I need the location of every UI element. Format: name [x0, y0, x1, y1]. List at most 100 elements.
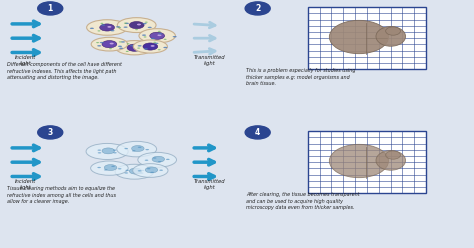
Ellipse shape	[145, 167, 158, 173]
Ellipse shape	[111, 166, 115, 167]
Ellipse shape	[139, 29, 175, 43]
Ellipse shape	[119, 48, 123, 49]
Ellipse shape	[142, 34, 146, 36]
Ellipse shape	[104, 169, 108, 171]
Circle shape	[245, 2, 270, 15]
Ellipse shape	[100, 42, 104, 43]
Ellipse shape	[166, 159, 170, 160]
Ellipse shape	[127, 43, 129, 44]
Ellipse shape	[124, 148, 128, 149]
Ellipse shape	[143, 23, 146, 24]
Ellipse shape	[158, 49, 161, 50]
Ellipse shape	[157, 34, 162, 36]
Ellipse shape	[101, 24, 105, 26]
Circle shape	[38, 2, 63, 15]
Ellipse shape	[98, 150, 101, 151]
Text: This is a problem especially for studies using
thicker samples e.g: model organi: This is a problem especially for studies…	[246, 68, 356, 86]
Ellipse shape	[118, 27, 121, 28]
Ellipse shape	[132, 146, 144, 152]
Ellipse shape	[145, 48, 148, 49]
Ellipse shape	[118, 18, 156, 32]
Ellipse shape	[133, 40, 167, 53]
Ellipse shape	[116, 41, 153, 55]
Ellipse shape	[113, 152, 117, 154]
Ellipse shape	[138, 170, 141, 171]
Ellipse shape	[376, 151, 406, 170]
Text: Transmitted
light: Transmitted light	[194, 55, 225, 66]
Ellipse shape	[125, 172, 128, 174]
Ellipse shape	[91, 37, 128, 51]
Text: 3: 3	[47, 128, 53, 137]
Ellipse shape	[117, 141, 156, 157]
Ellipse shape	[118, 168, 121, 169]
Ellipse shape	[151, 45, 155, 47]
Ellipse shape	[329, 20, 389, 54]
Ellipse shape	[116, 26, 120, 28]
Ellipse shape	[119, 41, 122, 42]
Ellipse shape	[110, 30, 115, 31]
Ellipse shape	[151, 38, 155, 39]
Ellipse shape	[376, 27, 406, 46]
Ellipse shape	[121, 41, 125, 43]
Ellipse shape	[135, 29, 138, 30]
Text: Incident
light: Incident light	[15, 55, 36, 66]
Ellipse shape	[144, 48, 148, 50]
Ellipse shape	[104, 165, 117, 171]
Ellipse shape	[125, 170, 129, 171]
Ellipse shape	[386, 27, 401, 35]
Ellipse shape	[109, 43, 114, 44]
Ellipse shape	[97, 45, 101, 47]
Ellipse shape	[150, 172, 154, 173]
Ellipse shape	[129, 168, 142, 174]
Ellipse shape	[133, 164, 168, 177]
Ellipse shape	[91, 161, 128, 175]
Text: Tissue clearing methods aim to equalize the
refractive index among all the cells: Tissue clearing methods aim to equalize …	[7, 186, 116, 204]
Ellipse shape	[113, 150, 117, 151]
Ellipse shape	[86, 143, 128, 159]
Ellipse shape	[153, 42, 156, 43]
Ellipse shape	[145, 22, 148, 23]
Ellipse shape	[150, 32, 164, 39]
Ellipse shape	[148, 27, 152, 28]
Ellipse shape	[158, 161, 162, 162]
Ellipse shape	[158, 31, 161, 32]
Ellipse shape	[126, 51, 129, 52]
Ellipse shape	[140, 172, 144, 174]
Ellipse shape	[146, 149, 149, 150]
Ellipse shape	[98, 30, 100, 31]
Ellipse shape	[137, 24, 141, 25]
Ellipse shape	[147, 168, 150, 169]
Ellipse shape	[144, 36, 146, 37]
Ellipse shape	[130, 45, 134, 46]
Ellipse shape	[136, 50, 140, 51]
Text: 4: 4	[255, 128, 260, 137]
Circle shape	[245, 126, 270, 139]
Ellipse shape	[118, 46, 122, 47]
Ellipse shape	[87, 20, 128, 35]
Ellipse shape	[137, 48, 140, 49]
Ellipse shape	[152, 156, 164, 162]
Text: Different components of the cell have different
refractive indexes. This affects: Different components of the cell have di…	[7, 62, 122, 80]
Ellipse shape	[329, 144, 389, 178]
Text: 2: 2	[255, 4, 260, 13]
Ellipse shape	[129, 22, 144, 29]
Ellipse shape	[90, 28, 94, 29]
Ellipse shape	[138, 147, 141, 148]
Ellipse shape	[159, 170, 163, 171]
Ellipse shape	[150, 46, 154, 48]
Ellipse shape	[138, 152, 176, 167]
Circle shape	[38, 126, 63, 139]
Ellipse shape	[137, 45, 142, 47]
Ellipse shape	[98, 152, 101, 154]
Text: Transmitted
light: Transmitted light	[194, 179, 225, 190]
Ellipse shape	[141, 170, 145, 171]
Bar	[308, 7, 426, 69]
Ellipse shape	[132, 150, 136, 152]
Ellipse shape	[124, 27, 128, 28]
Ellipse shape	[102, 148, 115, 154]
Ellipse shape	[124, 23, 127, 24]
Ellipse shape	[107, 26, 111, 28]
Ellipse shape	[109, 48, 112, 49]
Ellipse shape	[115, 164, 154, 179]
Ellipse shape	[386, 151, 401, 159]
